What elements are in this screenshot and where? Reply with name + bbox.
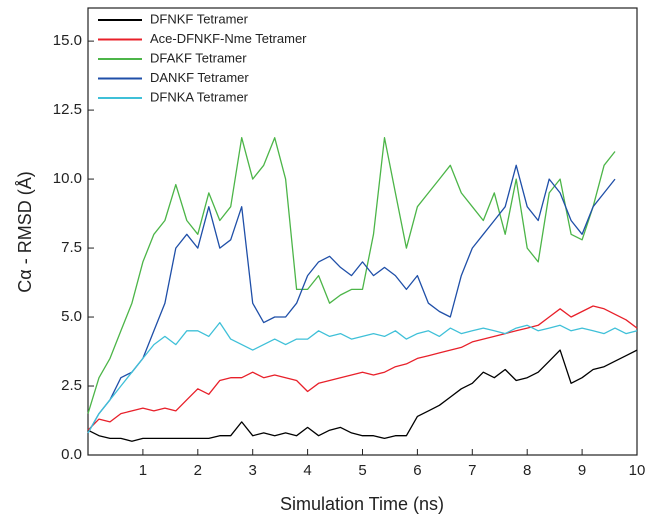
y-tick-label: 0.0 — [61, 446, 82, 463]
x-axis-label: Simulation Time (ns) — [280, 494, 444, 514]
x-tick-label: 10 — [629, 462, 646, 479]
x-tick-label: 1 — [139, 462, 147, 479]
series-line — [87, 164, 616, 434]
legend-label: Ace-DFNKF-Nme Tetramer — [150, 31, 307, 46]
y-tick-label: 7.5 — [61, 239, 82, 256]
series-line — [87, 349, 638, 442]
y-tick-label: 12.5 — [53, 101, 82, 118]
series-line — [87, 305, 638, 431]
y-tick-label: 2.5 — [61, 377, 82, 394]
x-tick-label: 9 — [578, 462, 586, 479]
x-tick-label: 7 — [468, 462, 476, 479]
legend-label: DFNKA Tetramer — [150, 89, 249, 104]
y-tick-label: 15.0 — [53, 32, 82, 49]
x-tick-label: 4 — [303, 462, 311, 479]
x-tick-label: 3 — [249, 462, 257, 479]
x-tick-label: 6 — [413, 462, 421, 479]
legend-label: DANKF Tetramer — [150, 70, 249, 85]
series-line — [87, 321, 638, 434]
legend-label: DFNKF Tetramer — [150, 11, 249, 26]
x-tick-label: 5 — [358, 462, 366, 479]
y-axis-label: Cα - RMSD (Å) — [15, 171, 35, 292]
x-tick-label: 2 — [194, 462, 202, 479]
series-line — [87, 137, 616, 414]
x-tick-label: 8 — [523, 462, 531, 479]
legend-label: DFAKF Tetramer — [150, 50, 247, 65]
y-tick-label: 5.0 — [61, 308, 82, 325]
y-tick-label: 10.0 — [53, 170, 82, 187]
